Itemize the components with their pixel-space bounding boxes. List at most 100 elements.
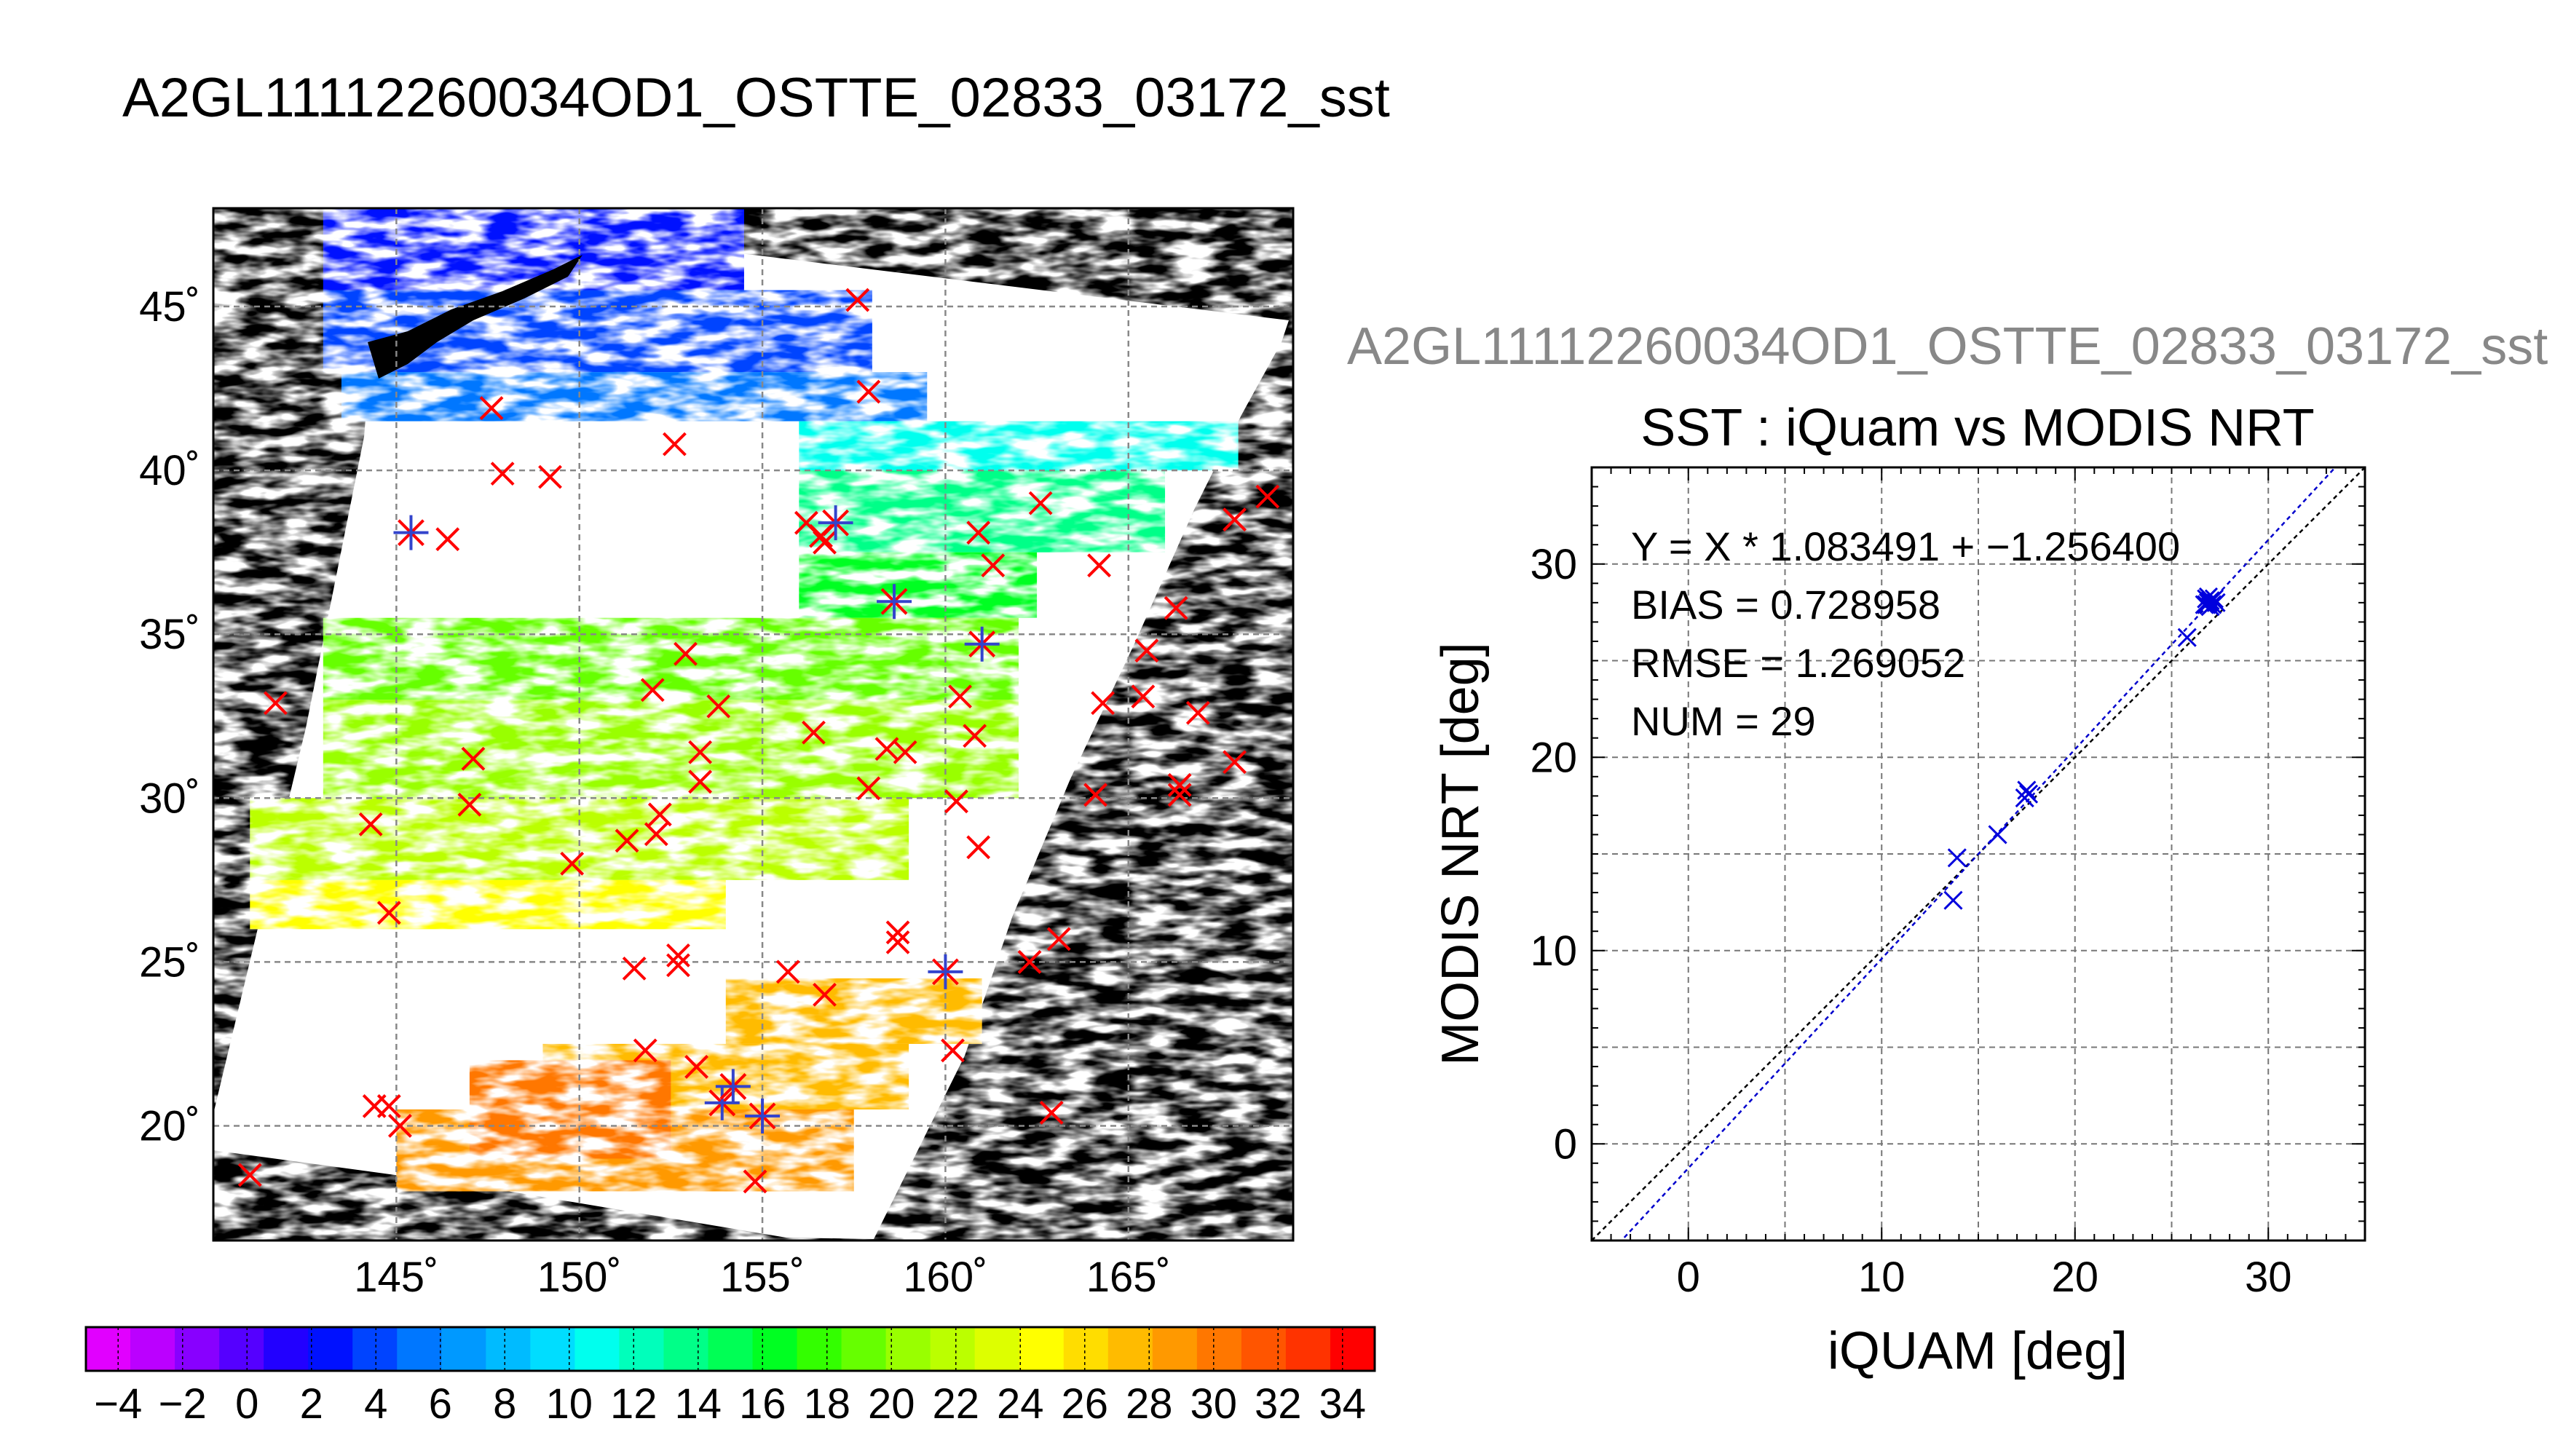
colorbar-cell xyxy=(175,1327,220,1371)
marker-red xyxy=(666,953,690,978)
colorbar-cell xyxy=(86,1327,131,1371)
marker-red xyxy=(1087,553,1111,578)
colorbar-cell xyxy=(797,1327,842,1371)
marker-red xyxy=(802,720,826,745)
colorbar-cell xyxy=(930,1327,976,1371)
marker-red xyxy=(387,1114,412,1138)
marker-red xyxy=(644,822,668,847)
colorbar-cell xyxy=(1285,1327,1331,1371)
marker-red xyxy=(684,1055,708,1079)
colorbar-tick-label: 0 xyxy=(235,1380,258,1428)
scatter-ticks: 0 0 10 10 20 20 30 30 xyxy=(1530,467,2366,1301)
map-frame xyxy=(212,207,1295,1242)
marker-red xyxy=(981,553,1006,578)
marker-red xyxy=(640,678,665,703)
x-tick-label: 30 xyxy=(2245,1254,2292,1301)
lon-tick-label: 150˚ xyxy=(537,1254,622,1301)
marker-red xyxy=(457,792,482,817)
sst-map: 45˚ 40˚ 35˚ 30˚ 25˚ 20˚ 145˚ 150˚ 155˚ 160˚ 165˚ xyxy=(139,207,1295,1301)
colorbar-cell xyxy=(352,1327,398,1371)
marker-red xyxy=(1255,484,1280,509)
lon-tick-label: 165˚ xyxy=(1086,1254,1171,1301)
colorbar-cell xyxy=(1107,1327,1153,1371)
marker-red xyxy=(893,740,917,764)
x-tick-label: 10 xyxy=(1858,1254,1906,1301)
marker-red xyxy=(948,684,972,709)
marker-red xyxy=(376,1094,401,1118)
colorbar-tick-label: 6 xyxy=(429,1380,452,1428)
marker-red xyxy=(856,379,881,404)
y-tick-label: 30 xyxy=(1530,541,1577,588)
marker-red xyxy=(743,1169,767,1194)
colorbar-tick-label: 28 xyxy=(1126,1380,1173,1428)
marker-red xyxy=(615,828,639,853)
colorbar-tick-label: −4 xyxy=(94,1380,142,1428)
stats-num: NUM = 29 xyxy=(1631,698,1816,744)
marker-red xyxy=(963,724,987,748)
marker-red xyxy=(688,740,713,764)
colorbar-cell xyxy=(1330,1327,1375,1371)
y-tick-label: 20 xyxy=(1530,734,1577,781)
marker-red xyxy=(666,943,690,968)
marker-red xyxy=(775,960,800,984)
cloud-texture xyxy=(213,208,1293,1241)
colorbar-tick-label: 10 xyxy=(545,1380,593,1428)
marker-red xyxy=(966,835,991,860)
marker-red xyxy=(1091,691,1115,716)
marker-red xyxy=(560,851,585,876)
marker-blue xyxy=(928,954,963,989)
lat-tick-label: 30˚ xyxy=(139,775,200,822)
colorbar-cell xyxy=(1196,1327,1242,1371)
colorbar-cell xyxy=(219,1327,264,1371)
marker-blue xyxy=(877,584,912,620)
colorbar-tick-label: −2 xyxy=(159,1380,207,1428)
colorbar-tick-label: 26 xyxy=(1061,1380,1108,1428)
colorbar-cell xyxy=(841,1327,887,1371)
colorbar-tick-label: 14 xyxy=(674,1380,722,1428)
colorbar-cell xyxy=(530,1327,575,1371)
colorbar-cell xyxy=(619,1327,665,1371)
colorbar-tick-label: 20 xyxy=(868,1380,915,1428)
colorbar-cell xyxy=(308,1327,353,1371)
marker-red xyxy=(479,396,504,421)
scatter-point xyxy=(2206,593,2226,612)
scatter-subtitle: A2GL11112260034OD1_OSTTE_02833_03172_sst xyxy=(1347,317,2548,376)
colorbar-cell xyxy=(1241,1327,1287,1371)
colorbar-tick-label: 4 xyxy=(364,1380,387,1428)
map-grid xyxy=(213,208,1293,1241)
colorbar-cells xyxy=(86,1327,1375,1371)
colorbar-cell xyxy=(441,1327,486,1371)
colorbar-tick-label: 18 xyxy=(803,1380,850,1428)
marker-red xyxy=(944,789,968,814)
marker-red xyxy=(856,776,881,801)
marker-red xyxy=(633,1038,657,1063)
marker-red xyxy=(1167,772,1192,797)
x-tick-label: 20 xyxy=(2051,1254,2098,1301)
marker-red xyxy=(538,464,562,489)
marker-blue xyxy=(964,626,1000,662)
land-hokkaido xyxy=(368,255,583,379)
colorbar-cell xyxy=(1019,1327,1065,1371)
colorbar-tick-label: 32 xyxy=(1255,1380,1302,1428)
lon-tick-label: 155˚ xyxy=(720,1254,805,1301)
lat-tick-label: 25˚ xyxy=(139,938,200,986)
marker-red xyxy=(1134,638,1159,663)
stats-equation: Y = X * 1.083491 + −1.256400 xyxy=(1631,523,2180,569)
y-axis-label: MODIS NRT [deg] xyxy=(1431,642,1490,1066)
marker-red xyxy=(674,641,698,666)
scatter-point xyxy=(1988,825,2007,844)
marker-red xyxy=(813,982,837,1007)
scatter-point xyxy=(2018,784,2039,804)
y-tick-label: 0 xyxy=(1554,1120,1577,1168)
lon-tick-labels: 145˚ 150˚ 155˚ 160˚ 165˚ xyxy=(354,1254,1171,1301)
scatter-point xyxy=(2200,597,2220,617)
scatter-plot: SST : iQuam vs MODIS NRT 00101020203030 … xyxy=(1431,399,2366,1380)
colorbar-tick-label: 16 xyxy=(739,1380,786,1428)
marker-red xyxy=(237,1163,262,1187)
marker-blue xyxy=(745,1098,781,1133)
colorbar-tick-label: 8 xyxy=(493,1380,516,1428)
y-tick-label: 10 xyxy=(1530,927,1577,975)
colorbar-cell xyxy=(663,1327,709,1371)
scatter-point xyxy=(1947,848,1967,868)
marker-red xyxy=(1046,927,1071,951)
